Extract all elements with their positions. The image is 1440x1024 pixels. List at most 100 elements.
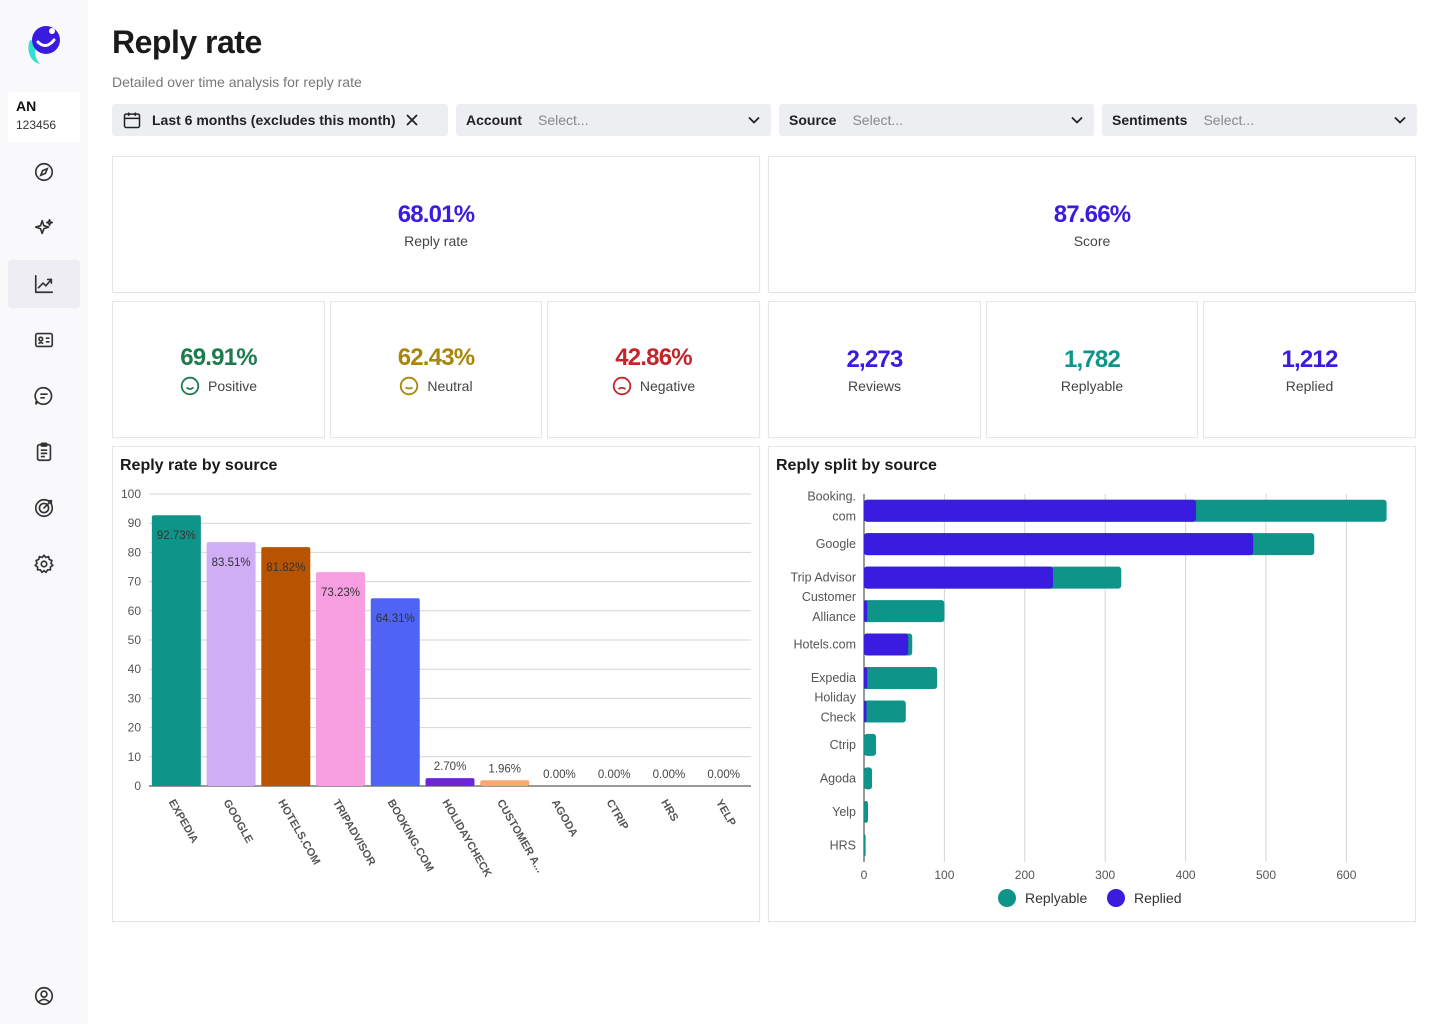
compass-icon [34, 162, 54, 182]
x-tick-label: HOTELS.COM [275, 798, 322, 868]
y-tick-label: 80 [128, 545, 142, 559]
neutral-label: Neutral [427, 377, 473, 394]
x-tick-label: BOOKING.COM [385, 798, 436, 874]
bar-value-label: 0.00% [653, 769, 686, 781]
bar-replyable [864, 667, 938, 689]
y-tick-label: Check [821, 710, 857, 724]
bar-value-label: 0.00% [598, 769, 631, 781]
nav-analytics[interactable] [8, 260, 80, 308]
negative-label-row: Negative [612, 376, 695, 396]
bar-replyable [864, 834, 866, 857]
reply-rate-card: 68.01% Reply rate [112, 156, 760, 293]
nav-reports[interactable] [8, 428, 80, 476]
bar-value-label: 81.82% [266, 562, 305, 574]
bar [316, 572, 366, 786]
bar-replied [864, 633, 909, 656]
reply-rate-value: 68.01% [397, 200, 475, 228]
negative-card: 42.86% Negative [547, 301, 760, 438]
score-card: 87.66% Score [768, 156, 1416, 293]
source-filter[interactable]: Source Select... [779, 104, 1094, 136]
gear-icon [34, 554, 54, 574]
x-tick-label: AGODA [549, 798, 580, 840]
score-label: Score [1073, 232, 1111, 249]
positive-label: Positive [207, 377, 258, 394]
chart2-title: Reply split by source [776, 457, 937, 474]
x-tick-label: GOOGLE [220, 798, 255, 846]
replied-value: 1,212 [1281, 345, 1338, 373]
y-tick-label: HRS [830, 838, 856, 852]
y-tick-label: Alliance [812, 610, 856, 624]
nav-user-profile[interactable] [8, 972, 80, 1020]
y-tick-label: 70 [128, 575, 142, 589]
account-filter-label: Account [466, 112, 522, 128]
bar [425, 778, 475, 786]
account-filter-placeholder: Select... [538, 112, 589, 128]
reply-split-by-source-chart: 0 100 200 300 400 500 600 Booking. com Google Trip… [768, 446, 1416, 922]
replied-card: 1,212 Replied [1203, 301, 1416, 438]
x-tick-label: 500 [1256, 868, 1276, 882]
score-value: 87.66% [1053, 200, 1131, 228]
chevron-down-icon [1071, 116, 1083, 124]
bar-replyable [864, 800, 869, 823]
nav-profiles[interactable] [8, 316, 80, 364]
x-tick-label: 100 [934, 868, 954, 882]
y-tick-label: 100 [121, 487, 141, 501]
bar-value-label: 2.70% [434, 761, 467, 773]
bar-replied [864, 499, 1197, 522]
chat-bubble-icon [34, 386, 53, 406]
clear-date-icon[interactable] [405, 113, 419, 127]
y-tick-label: 30 [128, 691, 142, 705]
y-tick-label: 0 [134, 779, 141, 793]
nav-insights[interactable] [8, 204, 80, 252]
bar-replied [864, 600, 868, 623]
y-tick-label: 60 [128, 604, 142, 618]
reviews-card: 2,273 Reviews [768, 301, 981, 438]
x-tick-label: HOLIDAYCHECK [439, 798, 493, 880]
nav-settings[interactable] [8, 540, 80, 588]
clipboard-icon [36, 442, 52, 462]
bar-replyable [864, 767, 873, 790]
reply-rate-by-source-chart: 0 10 20 30 40 50 60 70 80 90 100 92.73% EXPEDIA 83.51… [112, 446, 760, 922]
y-tick-label: Hotels.com [793, 638, 856, 652]
bar-replied [864, 533, 1254, 556]
bar-replied [864, 700, 867, 723]
smile-icon [180, 376, 200, 395]
page-subtitle: Detailed over time analysis for reply ra… [112, 74, 362, 90]
chart1-title: Reply rate by source [120, 457, 278, 474]
x-tick-label: 400 [1176, 868, 1196, 882]
reply-rate-by-source-plot: 0 10 20 30 40 50 60 70 80 90 100 92.73% EXPEDIA 83.51… [121, 487, 751, 880]
calendar-icon [123, 112, 141, 129]
replyable-label: Replyable [1060, 377, 1124, 394]
legend-label: Replied [1134, 890, 1181, 906]
y-tick-label: Google [816, 537, 856, 551]
user-circle-icon [34, 986, 54, 1006]
bar-value-label: 1.96% [488, 763, 521, 775]
bar [480, 780, 530, 786]
brand-logo[interactable] [24, 22, 64, 66]
legend-swatch [998, 889, 1016, 907]
date-range-filter[interactable]: Last 6 months (excludes this month) [112, 104, 448, 136]
target-icon [34, 498, 54, 518]
source-filter-label: Source [789, 112, 837, 128]
bar-replyable [864, 700, 906, 723]
bar-replied [864, 667, 868, 689]
nav-messages[interactable] [8, 372, 80, 420]
y-tick-label: Agoda [820, 771, 856, 785]
bar-value-label: 92.73% [157, 530, 196, 542]
nav-goals[interactable] [8, 484, 80, 532]
nav-explore[interactable] [8, 148, 80, 196]
bar-replied [864, 566, 1053, 589]
reply-split-by-source-plot: 0 100 200 300 400 500 600 Booking. com Google Trip… [790, 490, 1387, 907]
id-card-icon [34, 332, 54, 348]
date-range-value: Last 6 months (excludes this month) [152, 112, 396, 128]
sidebar: AN 123456 [0, 0, 88, 1024]
main-content: Reply rate Detailed over time analysis f… [112, 0, 1417, 1024]
x-tick-label: CTRIP [604, 798, 631, 833]
account-filter[interactable]: Account Select... [456, 104, 771, 136]
sentiments-filter[interactable]: Sentiments Select... [1102, 104, 1417, 136]
legend-swatch [1107, 889, 1125, 907]
account-switcher[interactable]: AN 123456 [8, 92, 80, 142]
y-tick-label: Trip Advisor [790, 571, 856, 585]
bar-replyable [864, 600, 945, 623]
reviews-label: Reviews [848, 377, 901, 394]
